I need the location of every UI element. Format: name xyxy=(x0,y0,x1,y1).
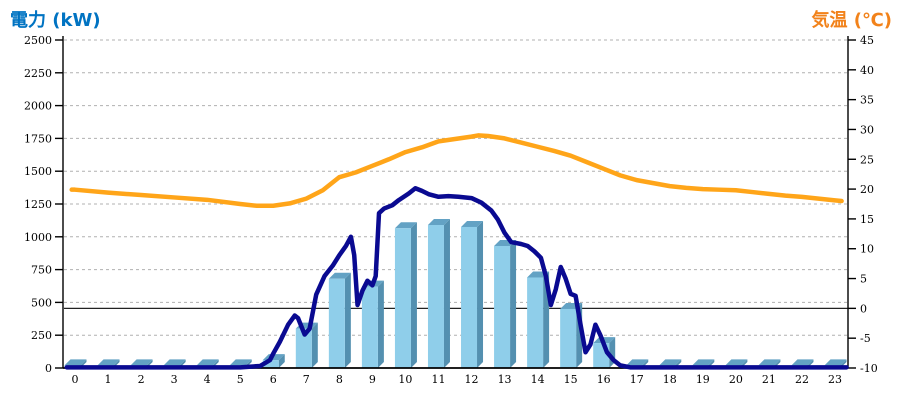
left-axis-title: 電力 (kW) xyxy=(10,10,101,31)
svg-text:1500: 1500 xyxy=(24,165,52,178)
bar-hour-11 xyxy=(427,218,450,368)
svg-text:16: 16 xyxy=(597,373,611,386)
svg-text:35: 35 xyxy=(860,94,874,107)
svg-text:15: 15 xyxy=(564,373,578,386)
bar-hour-9 xyxy=(361,280,384,368)
svg-text:3: 3 xyxy=(171,373,178,386)
axes xyxy=(55,36,856,369)
temperature-line xyxy=(69,133,844,209)
svg-text:750: 750 xyxy=(31,264,52,277)
svg-text:6: 6 xyxy=(270,373,277,386)
svg-text:10: 10 xyxy=(398,373,412,386)
svg-text:2: 2 xyxy=(138,373,145,386)
bar-hour-8 xyxy=(328,272,351,368)
svg-text:17: 17 xyxy=(630,373,644,386)
svg-text:9: 9 xyxy=(369,373,376,386)
svg-text:0: 0 xyxy=(860,302,867,315)
bar-hour-13 xyxy=(494,239,517,368)
svg-text:0: 0 xyxy=(45,362,52,375)
svg-text:23: 23 xyxy=(828,373,842,386)
svg-text:10: 10 xyxy=(860,243,874,256)
svg-text:1000: 1000 xyxy=(24,231,52,244)
svg-text:15: 15 xyxy=(860,213,874,226)
svg-text:22: 22 xyxy=(795,373,809,386)
svg-text:1: 1 xyxy=(105,373,112,386)
svg-text:-10: -10 xyxy=(860,362,878,375)
svg-text:1250: 1250 xyxy=(24,198,52,211)
svg-text:500: 500 xyxy=(31,296,52,309)
svg-text:18: 18 xyxy=(663,373,677,386)
gridlines xyxy=(64,39,848,336)
svg-text:2500: 2500 xyxy=(24,34,52,47)
bar-hour-10 xyxy=(394,222,417,368)
svg-text:20: 20 xyxy=(860,183,874,196)
power-line xyxy=(64,186,849,370)
svg-text:5: 5 xyxy=(237,373,244,386)
svg-text:13: 13 xyxy=(498,373,512,386)
axis-tick-labels: 02505007501000125015001750200022502500-1… xyxy=(24,34,878,386)
svg-text:4: 4 xyxy=(204,373,211,386)
svg-text:40: 40 xyxy=(860,64,874,77)
svg-text:5: 5 xyxy=(860,273,867,286)
bar-hour-12 xyxy=(461,220,484,368)
svg-text:8: 8 xyxy=(336,373,343,386)
svg-text:19: 19 xyxy=(696,373,710,386)
svg-text:2250: 2250 xyxy=(24,67,52,80)
svg-text:250: 250 xyxy=(31,329,52,342)
svg-text:0: 0 xyxy=(72,373,79,386)
svg-text:2000: 2000 xyxy=(24,100,52,113)
svg-text:1750: 1750 xyxy=(24,132,52,145)
svg-text:7: 7 xyxy=(303,373,310,386)
svg-text:14: 14 xyxy=(531,373,545,386)
power-bars xyxy=(64,218,847,368)
right-axis-title: 気温 (℃) xyxy=(811,10,892,31)
svg-text:45: 45 xyxy=(860,34,874,47)
svg-text:20: 20 xyxy=(729,373,743,386)
svg-text:25: 25 xyxy=(860,153,874,166)
svg-text:12: 12 xyxy=(465,373,479,386)
svg-text:11: 11 xyxy=(431,373,445,386)
svg-text:21: 21 xyxy=(762,373,776,386)
svg-text:30: 30 xyxy=(860,123,874,136)
svg-text:-5: -5 xyxy=(860,332,871,345)
bar-hour-7 xyxy=(295,322,318,368)
